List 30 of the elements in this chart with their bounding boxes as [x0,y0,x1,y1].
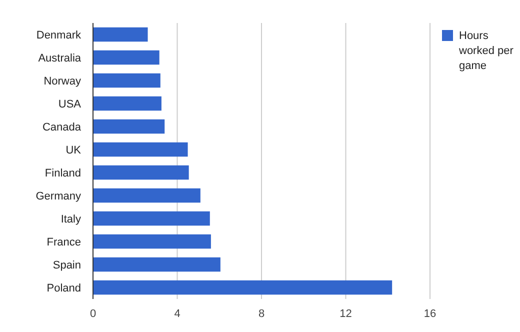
y-tick-label: Denmark [36,29,82,42]
bar [93,50,160,65]
x-tick-label: 16 [424,308,436,320]
y-tick-label: UK [66,144,82,156]
y-tick-label: Australia [38,52,82,64]
bar [93,73,160,88]
y-tick-label: Poland [46,282,81,294]
y-tick-label: Finland [44,167,81,180]
bar [93,119,165,134]
x-tick-label: 12 [340,308,352,320]
bar [93,257,220,272]
x-tick-label: 8 [258,308,265,320]
y-tick-label: France [46,236,81,248]
legend-label: Hours worked per game [458,30,514,72]
bar [93,211,210,226]
bar [93,165,189,180]
x-tick-label: 0 [90,308,96,320]
y-tick-label: Spain [52,259,81,272]
x-tick-label: 4 [174,308,180,320]
bar [93,280,392,295]
y-tick-label: Germany [36,190,82,202]
bar [93,142,188,157]
y-tick-label: Canada [42,121,82,134]
bar [93,96,162,111]
y-tick-label: Italy [60,213,82,226]
y-tick-label: USA [58,98,82,110]
bar [93,27,148,42]
bar [93,188,200,203]
y-tick-label: Norway [44,75,82,88]
bar [93,234,211,249]
